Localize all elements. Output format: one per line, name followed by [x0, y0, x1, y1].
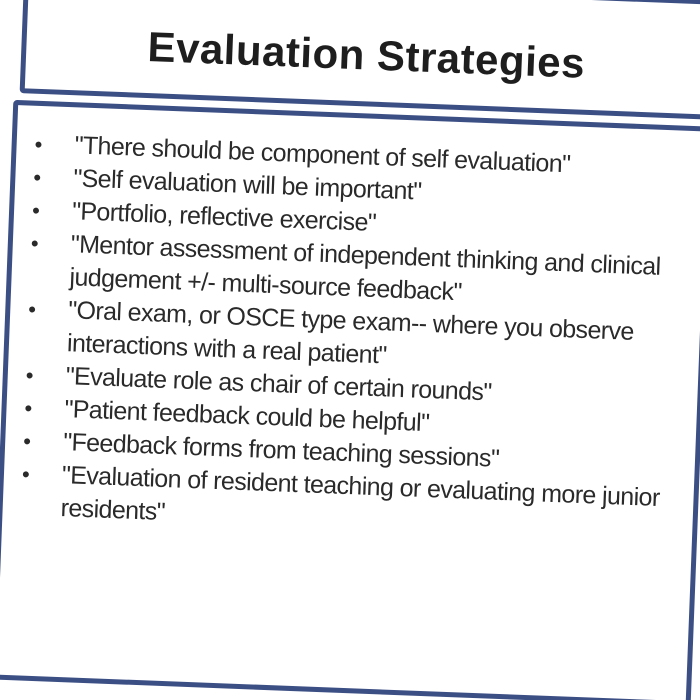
bullet-icon: • [25, 362, 34, 388]
bullet-icon: • [27, 296, 36, 322]
bullet-icon: • [30, 230, 39, 256]
slide-title: Evaluation Strategies [146, 23, 586, 87]
bullet-icon: • [32, 164, 41, 190]
bullet-icon: • [24, 395, 33, 421]
content-box: • "There should be component of self eval… [0, 99, 700, 700]
title-box: Evaluation Strategies [19, 0, 700, 120]
bullet-icon: • [22, 428, 31, 454]
bullet-icon: • [21, 461, 30, 487]
bullet-list: • "There should be component of self eval… [2, 105, 700, 549]
bullet-icon: • [31, 197, 40, 223]
bullet-icon: • [34, 131, 43, 158]
